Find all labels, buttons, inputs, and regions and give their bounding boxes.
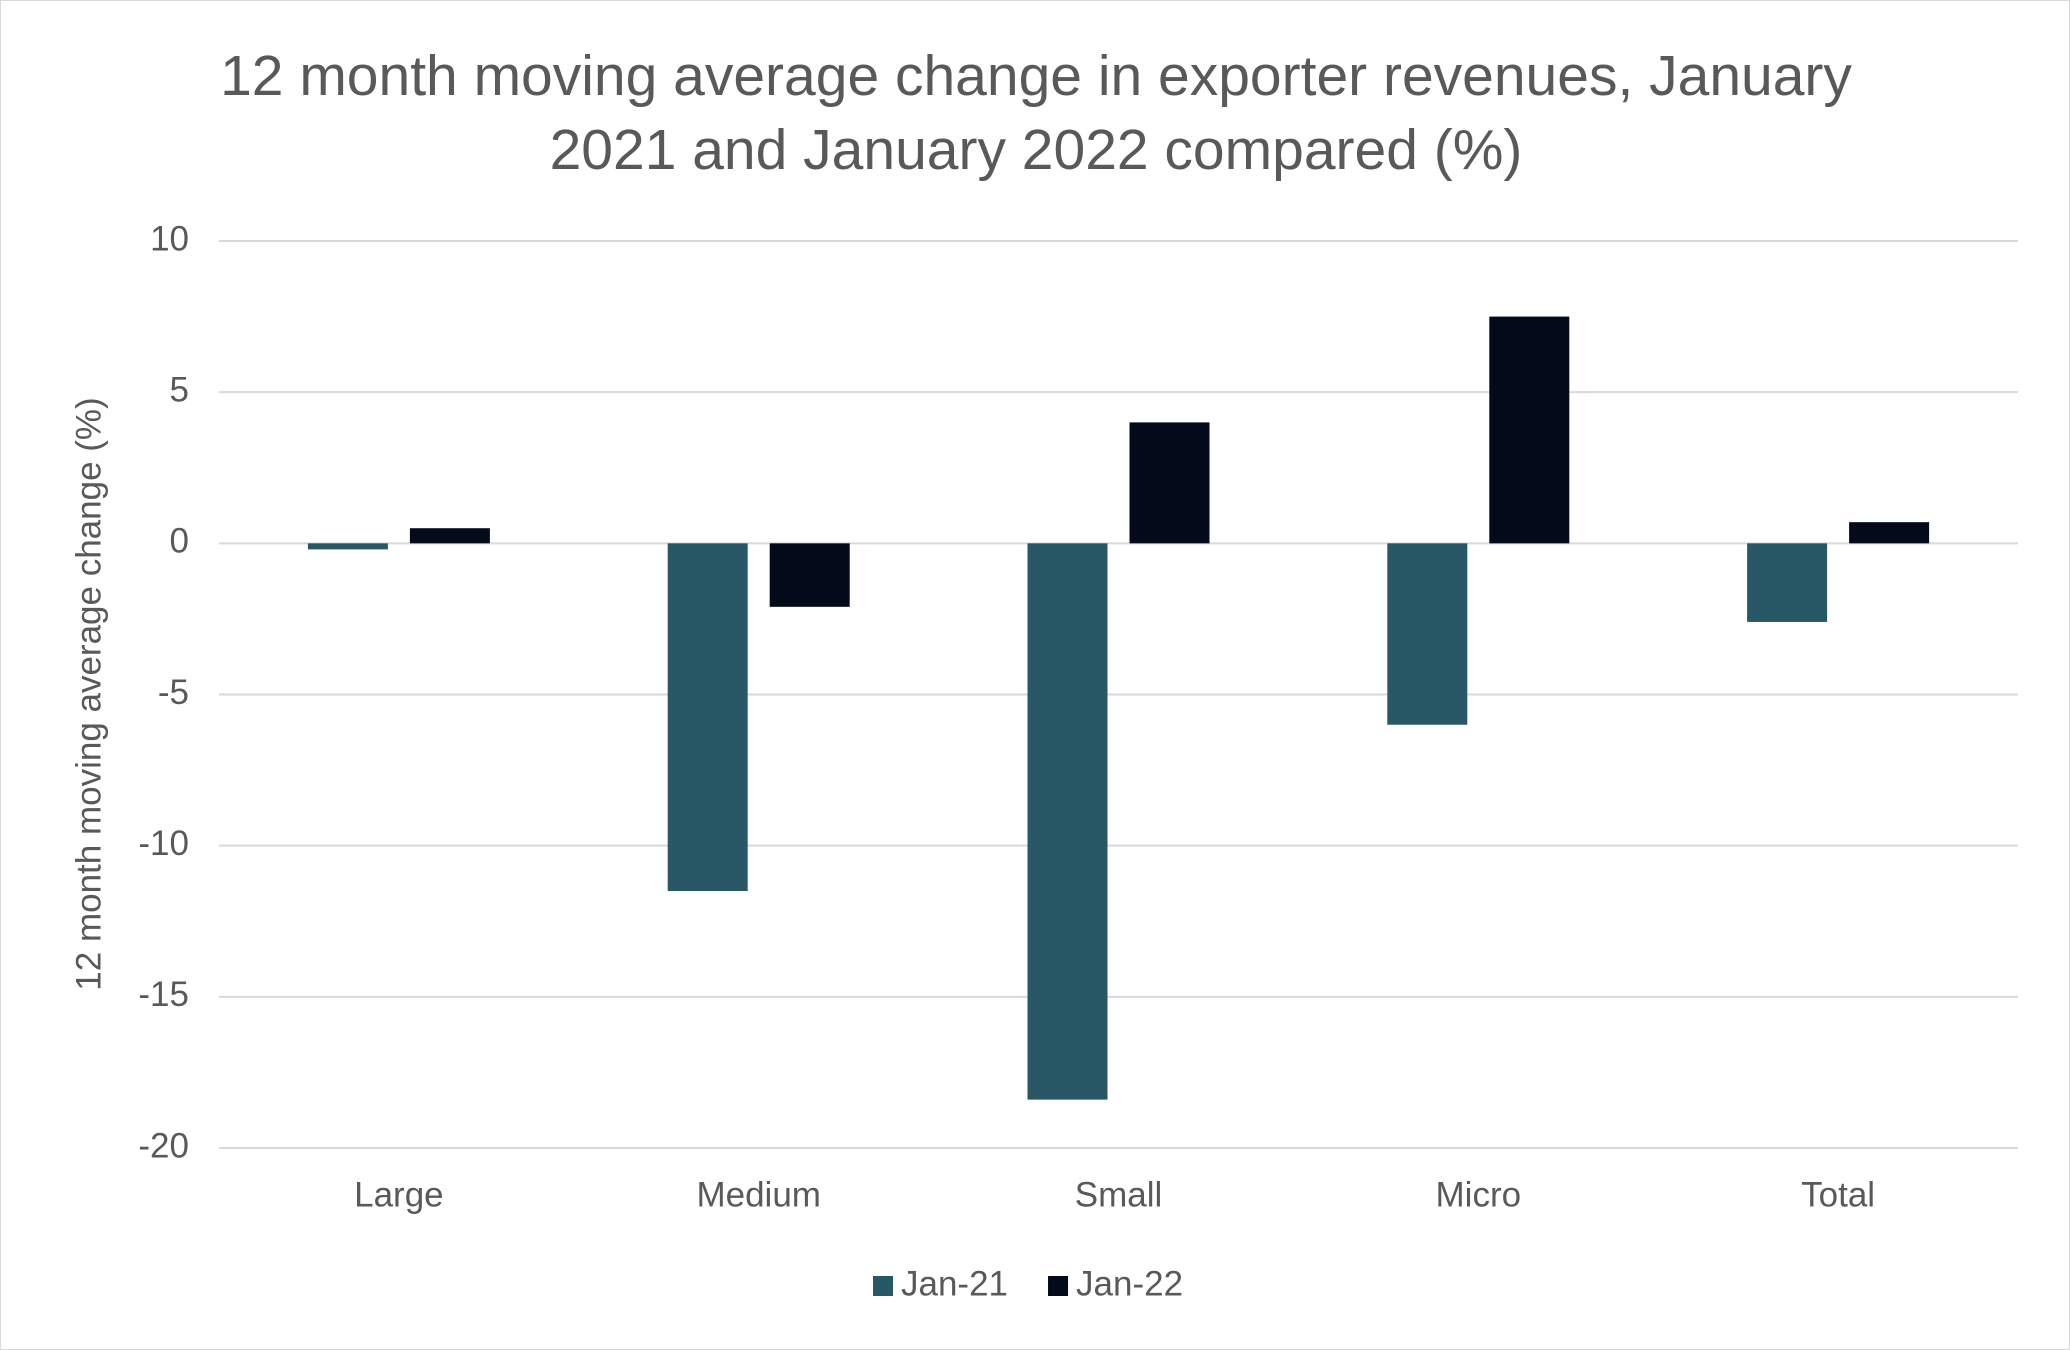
bar — [1489, 316, 1570, 544]
bar — [1129, 422, 1210, 544]
bar — [1747, 543, 1828, 622]
bar — [409, 528, 490, 544]
bar — [1849, 522, 1930, 544]
y-tick-label: -10 — [138, 824, 189, 863]
bar — [1387, 543, 1468, 725]
x-tick-label: Small — [1075, 1175, 1163, 1214]
y-tick-label: -15 — [138, 975, 189, 1014]
legend-swatch — [873, 1276, 893, 1296]
y-tick-label: -20 — [138, 1126, 189, 1165]
bar — [1027, 543, 1108, 1100]
legend-label: Jan-22 — [1076, 1264, 1183, 1303]
legend-swatch — [1048, 1276, 1069, 1296]
bar — [307, 543, 388, 550]
y-axis-label: 12 month moving average change (%) — [69, 397, 108, 990]
x-tick-label: Large — [354, 1175, 444, 1214]
x-tick-label: Medium — [696, 1175, 820, 1214]
legend-label: Jan-21 — [901, 1264, 1008, 1303]
y-tick-label: -5 — [158, 673, 189, 712]
bar — [769, 543, 850, 607]
x-tick-label: Total — [1801, 1175, 1875, 1214]
y-tick-label: 5 — [170, 370, 189, 409]
y-tick-label: 10 — [150, 219, 189, 258]
y-tick-label: 0 — [170, 522, 189, 561]
chart-title: 12 month moving average change in export… — [220, 44, 1852, 182]
x-tick-label: Micro — [1436, 1175, 1522, 1214]
bar — [667, 543, 748, 892]
